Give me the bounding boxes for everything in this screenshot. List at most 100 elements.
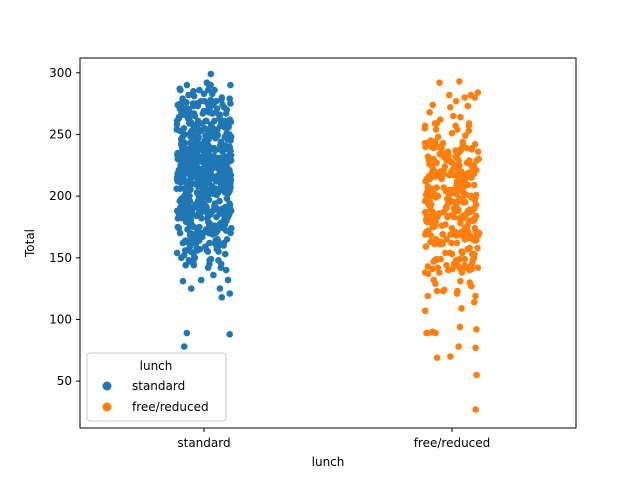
point-standard: [180, 343, 188, 350]
point-free-reduced: [456, 215, 463, 222]
point-free-reduced: [463, 210, 471, 217]
point-free-reduced: [452, 97, 460, 105]
point-standard: [183, 99, 190, 106]
point-standard: [181, 247, 189, 254]
point-standard: [178, 139, 185, 147]
point-standard: [190, 258, 197, 265]
point-free-reduced: [426, 185, 433, 192]
point-standard: [223, 155, 230, 163]
point-free-reduced: [434, 133, 442, 141]
point-free-reduced: [461, 255, 469, 263]
point-free-reduced: [471, 141, 479, 148]
point-standard: [196, 154, 204, 162]
point-free-reduced: [464, 102, 472, 110]
point-free-reduced: [446, 91, 453, 99]
point-free-reduced: [437, 255, 445, 263]
point-standard: [218, 138, 225, 146]
point-free-reduced: [440, 184, 448, 191]
point-standard: [177, 179, 185, 186]
point-standard: [210, 271, 217, 279]
point-standard: [178, 195, 185, 202]
point-free-reduced: [425, 173, 433, 180]
point-standard: [199, 110, 207, 117]
point-free-reduced: [430, 258, 437, 265]
point-standard: [224, 213, 232, 221]
point-standard: [213, 105, 221, 112]
x-axis: standard free/reduced: [177, 428, 490, 450]
point-standard: [186, 238, 194, 246]
point-standard: [192, 203, 199, 211]
point-free-reduced: [456, 323, 464, 331]
point-free-reduced: [472, 292, 479, 300]
point-free-reduced: [472, 201, 480, 209]
point-standard: [215, 257, 222, 264]
point-free-reduced: [461, 190, 468, 197]
point-standard: [216, 112, 223, 120]
point-free-reduced: [428, 163, 436, 170]
point-free-reduced: [441, 163, 449, 170]
point-free-reduced: [453, 239, 461, 247]
point-free-reduced: [458, 232, 466, 239]
point-standard: [184, 105, 191, 112]
point-free-reduced: [438, 175, 446, 183]
point-standard: [202, 243, 209, 250]
plot-frame: [79, 57, 577, 429]
point-standard: [207, 96, 214, 104]
legend-entry-free-reduced: free/reduced: [132, 400, 209, 414]
point-standard: [227, 100, 234, 107]
point-free-reduced: [427, 201, 435, 209]
legend-marker-free-reduced: [102, 402, 112, 412]
point-standard: [184, 146, 192, 153]
point-free-reduced: [433, 354, 441, 362]
point-free-reduced: [467, 192, 475, 200]
y-tick-label: 300: [49, 66, 72, 80]
point-free-reduced: [461, 132, 469, 139]
point-standard: [191, 169, 198, 176]
point-free-reduced: [424, 329, 432, 337]
point-standard: [224, 276, 232, 284]
point-free-reduced: [442, 205, 450, 212]
point-free-reduced: [474, 244, 481, 252]
point-standard: [208, 183, 216, 190]
point-free-reduced: [455, 343, 463, 350]
point-standard: [187, 175, 195, 183]
point-standard: [176, 229, 184, 237]
y-tick-label: 50: [57, 374, 72, 388]
point-standard: [197, 192, 204, 200]
point-standard: [222, 266, 230, 274]
point-free-reduced: [459, 249, 466, 257]
point-standard: [187, 220, 195, 227]
point-free-reduced: [453, 207, 460, 215]
point-free-reduced: [432, 218, 440, 226]
point-free-reduced: [453, 290, 461, 297]
point-free-reduced: [448, 129, 456, 137]
point-free-reduced: [454, 126, 461, 133]
point-standard: [211, 202, 218, 210]
point-standard: [208, 123, 216, 131]
point-free-reduced: [473, 231, 481, 238]
point-standard: [201, 97, 208, 105]
point-free-reduced: [439, 231, 447, 238]
point-free-reduced: [457, 220, 464, 227]
point-standard: [177, 86, 184, 94]
point-free-reduced: [446, 171, 454, 179]
point-free-reduced: [468, 282, 475, 290]
point-standard: [191, 253, 198, 260]
point-standard: [180, 252, 188, 259]
point-free-reduced: [445, 186, 453, 194]
point-standard: [194, 146, 201, 153]
point-standard: [226, 131, 233, 138]
point-standard: [222, 110, 230, 117]
point-standard: [179, 111, 186, 118]
point-free-reduced: [475, 155, 483, 163]
point-standard: [207, 255, 215, 263]
points-layer: [173, 70, 483, 413]
point-standard: [219, 101, 226, 109]
point-free-reduced: [423, 217, 430, 225]
point-standard: [226, 290, 234, 297]
point-free-reduced: [436, 79, 443, 86]
point-standard: [216, 223, 224, 231]
point-standard: [217, 173, 225, 180]
legend: lunch standard free/reduced: [86, 352, 227, 422]
point-standard: [174, 101, 181, 109]
